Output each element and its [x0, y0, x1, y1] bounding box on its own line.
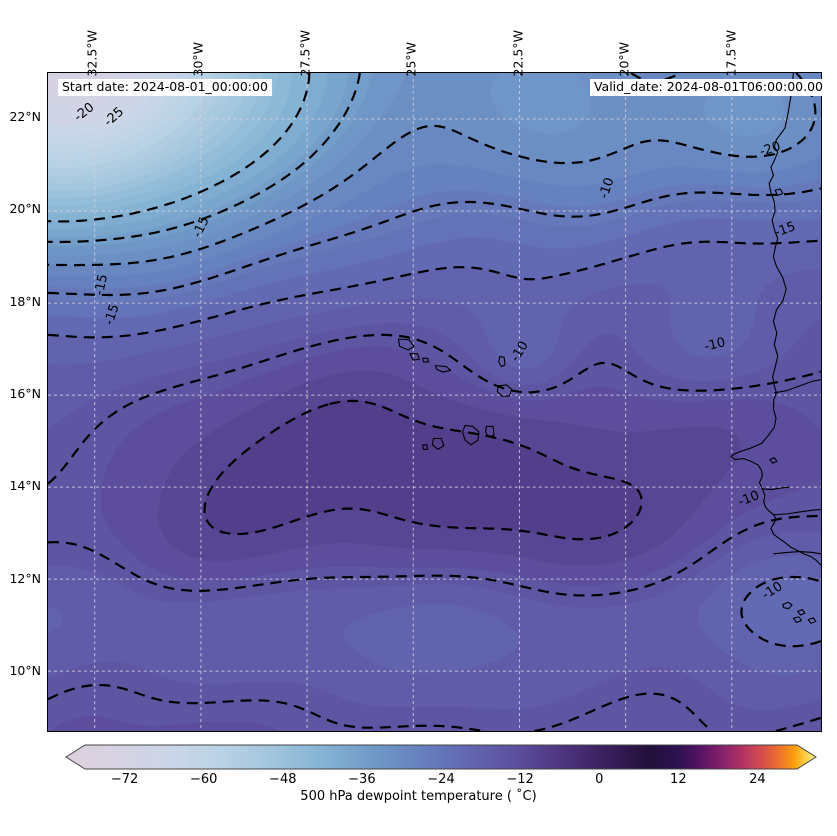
colorbar-tick-label: 0: [595, 772, 604, 787]
contour-label: -15: [773, 219, 798, 240]
x-tick-label: 30°W: [190, 41, 206, 77]
colorbar-tick-label: −48: [269, 772, 297, 787]
map-overlay: -20 -25-15-15-15-10-20-15-10 -10-10-10: [48, 73, 821, 731]
bijagos-1: [782, 601, 793, 610]
map-axes[interactable]: -20 -25 -15 -15 -15 -10 -20 -15 -10 -10 -10 -10: [47, 72, 822, 732]
coastal-islet-n: [769, 457, 778, 464]
colorbar-tick-label: −12: [506, 772, 534, 787]
contour-label: -10: [736, 488, 761, 510]
contour-label: -15: [190, 215, 213, 241]
santiago: [461, 424, 480, 446]
west-african-coast: [730, 73, 821, 566]
y-tick-label: 10°N: [9, 663, 41, 678]
contour-label: -10: [508, 339, 532, 365]
bijagos-2: [797, 609, 806, 616]
y-tick-label: 22°N: [9, 109, 41, 125]
x-tick-label: 20°W: [616, 41, 632, 77]
saloum-inlet: [762, 486, 790, 490]
x-tick-label: 17.5°W: [723, 30, 739, 77]
x-tick-label: 22.5°W: [510, 30, 526, 77]
gridlines: [48, 73, 821, 731]
y-tick-label: 18°N: [9, 293, 41, 309]
bijagos-4: [807, 617, 817, 624]
maio: [484, 425, 495, 438]
colorbar-tick-label: −24: [427, 772, 455, 787]
contour-label: -20: [71, 100, 97, 125]
x-tick-label: 32.5°W: [84, 30, 100, 77]
y-tick-label: 16°N: [9, 386, 41, 402]
sal: [498, 355, 506, 368]
y-tick-label: 12°N: [9, 570, 41, 586]
colorbar-tick-label: −60: [189, 772, 218, 787]
colorbar-axis-label: 500 hPa dewpoint temperature ( ˚C): [300, 789, 537, 804]
contour-label: -10: [597, 176, 618, 201]
contour-label: -15: [102, 302, 123, 327]
contour-lines: [48, 73, 821, 731]
bijagos-3: [792, 616, 802, 623]
y-tick-label: 14°N: [9, 478, 41, 494]
contour-label: -15: [92, 273, 111, 297]
fogo: [431, 437, 445, 450]
colorbar-gradient: [65, 744, 817, 770]
contour-label: -20: [758, 139, 783, 160]
dewpoint-field-heatmap: [48, 73, 821, 731]
coastlines: [397, 73, 821, 624]
contour-label: -25: [101, 104, 127, 129]
colorbar-tick-label: −72: [110, 772, 139, 787]
colorbar-tick-label: 24: [749, 772, 766, 787]
colorbar-tick-label: −36: [348, 772, 376, 787]
contour-label: -10: [703, 335, 727, 355]
arguin-bank: [774, 188, 784, 196]
y-tick-label: 20°N: [9, 201, 41, 217]
sao-nicolau: [434, 365, 452, 373]
sao-vicente: [409, 353, 420, 361]
valid-date-annotation: Valid_date: 2024-08-01T06:00:00.00: [589, 79, 827, 97]
brava: [422, 444, 429, 450]
contour-labels: -20 -25-15-15-15-10-20-15-10 -10-10-10: [71, 100, 798, 603]
colorbar-tick-label: 12: [670, 772, 687, 787]
santo-antao: [397, 338, 415, 351]
gambia-river: [773, 508, 821, 516]
santa-luzia: [422, 357, 430, 363]
x-tick-label: 25°W: [403, 41, 419, 77]
boa-vista: [496, 384, 513, 397]
start-date-annotation: Start date: 2024-08-01_00:00:00: [58, 79, 272, 97]
colorbar-body: [65, 744, 817, 770]
casamance-river: [773, 550, 821, 555]
x-tick-label: 27.5°W: [297, 30, 313, 77]
colorbar[interactable]: [65, 744, 817, 770]
senegal-river: [774, 379, 821, 394]
